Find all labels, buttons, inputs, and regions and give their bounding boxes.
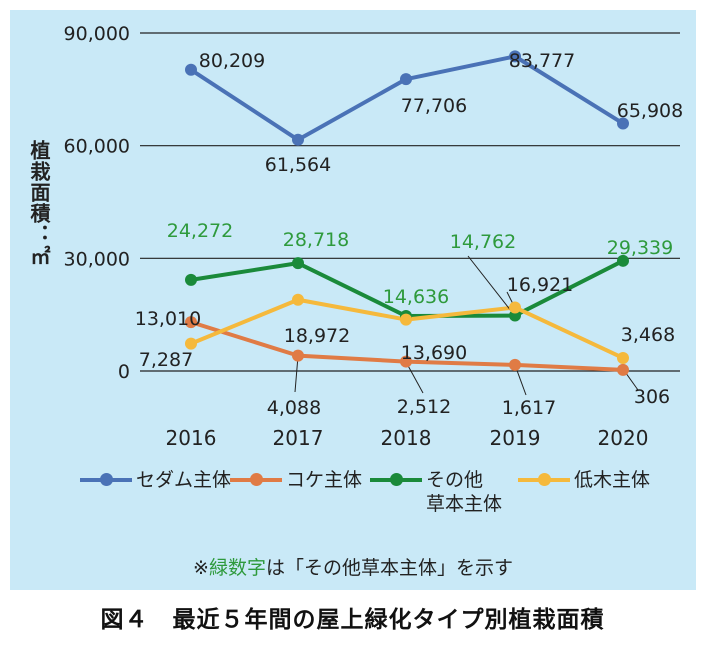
data-label-sedum-2019: 83,777 bbox=[509, 50, 575, 72]
note: ※緑数字は「その他草本主体」を示す bbox=[10, 553, 696, 580]
legend-label-herb: その他 草本主体 bbox=[426, 468, 502, 516]
point-sedum-2017 bbox=[292, 133, 304, 146]
data-label-shrub-2020: 3,468 bbox=[621, 324, 675, 346]
leader-line-0 bbox=[294, 355, 299, 393]
x-tick-label-4: 2020 bbox=[598, 426, 649, 450]
data-label-shrub-2017: 18,972 bbox=[284, 325, 350, 347]
line-chart: 90,000 60,000 30,000 0 2016 2017 2018 2019 2020 8… bbox=[64, 23, 684, 450]
data-label-herb-2016: 24,272 bbox=[167, 220, 233, 242]
data-label-sedum-2018: 77,706 bbox=[401, 95, 467, 117]
legend-item-sedum: セダム主体 bbox=[80, 468, 231, 492]
point-sedum-2020 bbox=[617, 117, 629, 130]
point-moss-2017 bbox=[292, 349, 304, 362]
point-shrub-2017 bbox=[292, 293, 304, 306]
data-label-sedum-2016: 80,209 bbox=[199, 50, 265, 72]
legend-swatch-shrub bbox=[518, 468, 570, 490]
point-herb-2017 bbox=[292, 257, 304, 270]
x-tick-label-2: 2018 bbox=[381, 426, 432, 450]
data-label-herb-2020: 29,339 bbox=[607, 237, 673, 259]
figure-caption: 図４ 最近５年間の屋上緑化タイプ別植栽面積 bbox=[100, 607, 605, 633]
point-herb-2016 bbox=[185, 273, 197, 286]
leader-line-4 bbox=[467, 255, 516, 317]
note-prefix: ※ bbox=[193, 557, 209, 579]
point-shrub-2016 bbox=[185, 337, 197, 350]
point-shrub-2018 bbox=[400, 313, 412, 326]
data-label-shrub-2018: 13,690 bbox=[401, 342, 467, 364]
data-label-moss-2016: 13,010 bbox=[135, 308, 201, 330]
x-tick-label-3: 2019 bbox=[490, 426, 541, 450]
data-label-moss-2019: 1,617 bbox=[502, 397, 556, 419]
data-label-shrub-2016: 7,287 bbox=[139, 349, 193, 371]
legend-swatch-herb bbox=[370, 468, 422, 490]
point-sedum-2018 bbox=[400, 73, 412, 86]
point-herb-2020 bbox=[617, 254, 629, 267]
y-tick-label-3: 0 bbox=[118, 361, 130, 383]
chart-panel: 90,000 60,000 30,000 0 2016 2017 2018 2019 2020 8… bbox=[10, 10, 696, 590]
legend-swatch-moss bbox=[230, 468, 282, 490]
data-label-shrub-2019: 16,921 bbox=[507, 274, 573, 296]
legend: セダム主体 コケ主体 その他 草本主体 低木主体 bbox=[80, 468, 680, 538]
point-shrub-2020 bbox=[617, 351, 629, 364]
note-green-text: 緑数字 bbox=[208, 557, 266, 579]
y-tick-label-1: 60,000 bbox=[64, 136, 130, 158]
point-moss-2019 bbox=[509, 358, 521, 371]
point-moss-2016 bbox=[185, 316, 197, 329]
y-tick-label-2: 30,000 bbox=[64, 248, 130, 270]
leader-line-1 bbox=[405, 361, 424, 394]
data-label-herb-2019: 14,762 bbox=[450, 231, 516, 253]
legend-swatch-sedum bbox=[80, 468, 132, 490]
point-sedum-2016 bbox=[185, 63, 197, 76]
legend-item-herb: その他 草本主体 bbox=[370, 468, 502, 516]
point-moss-2020 bbox=[617, 363, 629, 376]
y-axis-label: 植栽面積：㎡ bbox=[27, 140, 51, 266]
point-shrub-2019 bbox=[509, 301, 521, 314]
note-suffix: は「その他草本主体」を示す bbox=[265, 557, 513, 579]
legend-label-sedum: セダム主体 bbox=[136, 469, 232, 491]
data-label-moss-2020: 306 bbox=[634, 386, 670, 408]
legend-label-herb-line1: その他 bbox=[426, 469, 484, 491]
legend-item-moss: コケ主体 bbox=[230, 468, 362, 492]
legend-label-shrub: 低木主体 bbox=[574, 469, 651, 491]
data-label-herb-2017: 28,718 bbox=[283, 229, 349, 251]
legend-item-shrub: 低木主体 bbox=[518, 468, 650, 492]
x-tick-label-1: 2017 bbox=[273, 426, 324, 450]
data-label-herb-2018: 14,636 bbox=[383, 286, 449, 308]
legend-label-moss: コケ主体 bbox=[286, 469, 363, 491]
x-tick-label-0: 2016 bbox=[166, 426, 217, 450]
point-sedum-2019 bbox=[509, 50, 521, 63]
data-label-moss-2018: 2,512 bbox=[397, 396, 451, 418]
y-tick-label-0: 90,000 bbox=[64, 23, 130, 45]
legend-label-herb-line2: 草本主体 bbox=[426, 493, 503, 515]
point-moss-2018 bbox=[400, 355, 412, 368]
data-label-moss-2017: 4,088 bbox=[267, 397, 321, 419]
data-label-sedum-2017: 61,564 bbox=[265, 154, 331, 176]
data-label-sedum-2020: 65,908 bbox=[617, 100, 683, 122]
